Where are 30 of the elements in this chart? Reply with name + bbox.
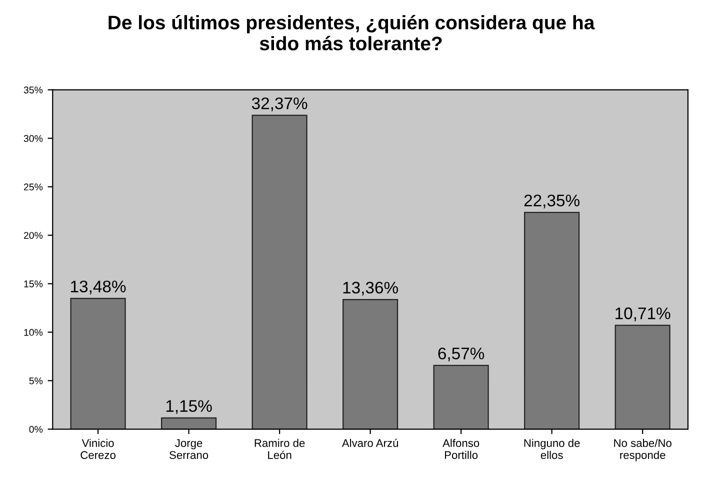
chart-title: De los últimos presidentes, ¿quién considera que ha sido más tolerante? (108, 14, 595, 50)
data-label: 22,35% (524, 194, 580, 208)
y-tick-label: 5% (29, 377, 43, 384)
y-tick-label: 25% (24, 184, 43, 190)
x-tick-label: No sabe/No responde (614, 438, 672, 462)
x-tick-label: Ninguno de ellos (524, 438, 580, 459)
y-tick-label: 20% (24, 232, 43, 239)
x-tick-label: Alvaro Arzú (342, 438, 398, 448)
bar (342, 299, 398, 430)
bar (252, 114, 308, 430)
bar (161, 417, 217, 430)
y-tick-label: 35% (24, 86, 43, 94)
data-label: 10,71% (616, 307, 670, 322)
x-tick-label: Alfonso Portillo (442, 438, 480, 459)
data-label: 6,57% (438, 348, 484, 362)
x-tick-label: Vinicio Cerezo (80, 438, 116, 459)
data-label: 32,37% (252, 97, 308, 112)
data-label: 13,36% (343, 282, 398, 296)
bar (614, 324, 670, 430)
data-label: 1,15% (166, 400, 212, 414)
x-tick-label: Jorge Serrano (170, 439, 208, 459)
bar (70, 298, 126, 430)
y-tick-label: 15% (24, 280, 43, 288)
bar (433, 364, 489, 430)
bar (524, 212, 580, 430)
y-tick-label: 30% (24, 135, 43, 142)
y-tick-label: 10% (24, 328, 43, 336)
data-label: 13,48% (71, 280, 126, 294)
y-tick-label: 0% (29, 426, 43, 433)
x-tick-label: Ramiro de León (254, 438, 305, 459)
